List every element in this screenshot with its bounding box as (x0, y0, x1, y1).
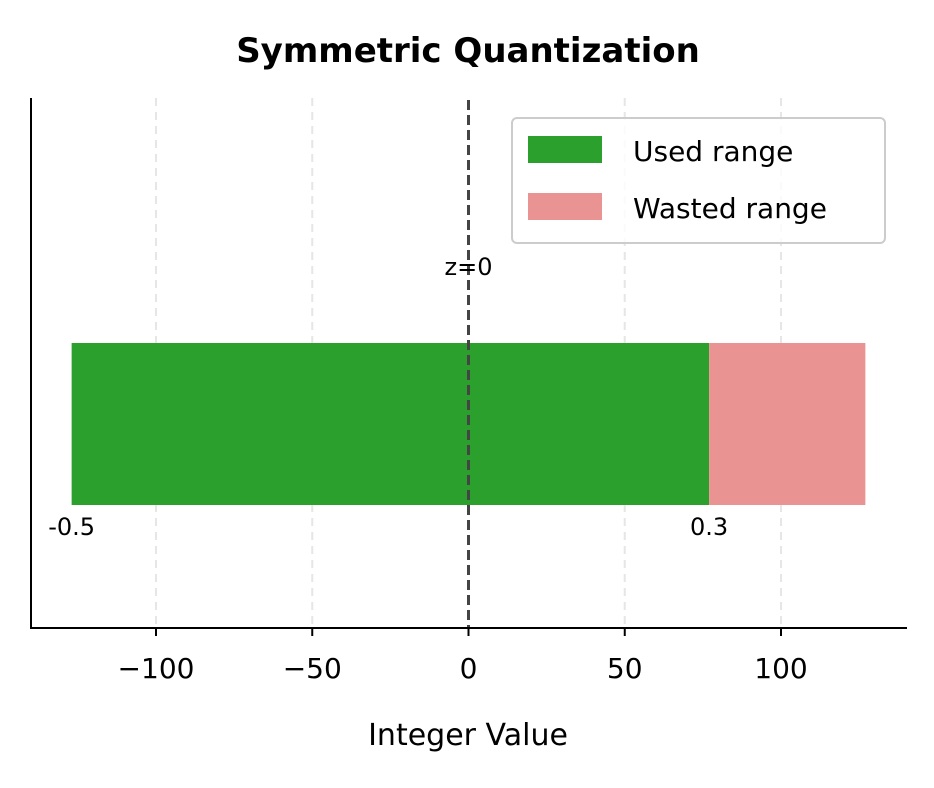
x-tick-label: −50 (283, 652, 342, 685)
annotations: -0.5 0.3 (48, 513, 728, 541)
bar-end-label: -0.5 (48, 513, 95, 541)
legend-label-used: Used range (633, 135, 793, 168)
bar-end-label: 0.3 (690, 513, 728, 541)
x-tick-label: 0 (460, 652, 478, 685)
legend: Used range Wasted range (511, 117, 886, 244)
zero-point-label: z=0 (445, 253, 493, 281)
chart-title: Symmetric Quantization (236, 31, 700, 71)
x-ticks: −100 −50 0 50 100 (118, 628, 808, 685)
bars (71, 343, 866, 505)
x-tick-label: 50 (607, 652, 643, 685)
x-axis-label: Integer Value (368, 718, 568, 753)
legend-swatch-used (528, 136, 602, 163)
wasted-range-bar (709, 343, 866, 505)
legend-frame (511, 117, 886, 244)
x-tick-label: 100 (754, 652, 807, 685)
zero-line-group: z=0 (445, 100, 493, 628)
legend-swatch-wasted (528, 193, 602, 220)
legend-label-wasted: Wasted range (633, 192, 827, 225)
x-tick-label: −100 (118, 652, 195, 685)
used-range-bar (71, 343, 710, 505)
